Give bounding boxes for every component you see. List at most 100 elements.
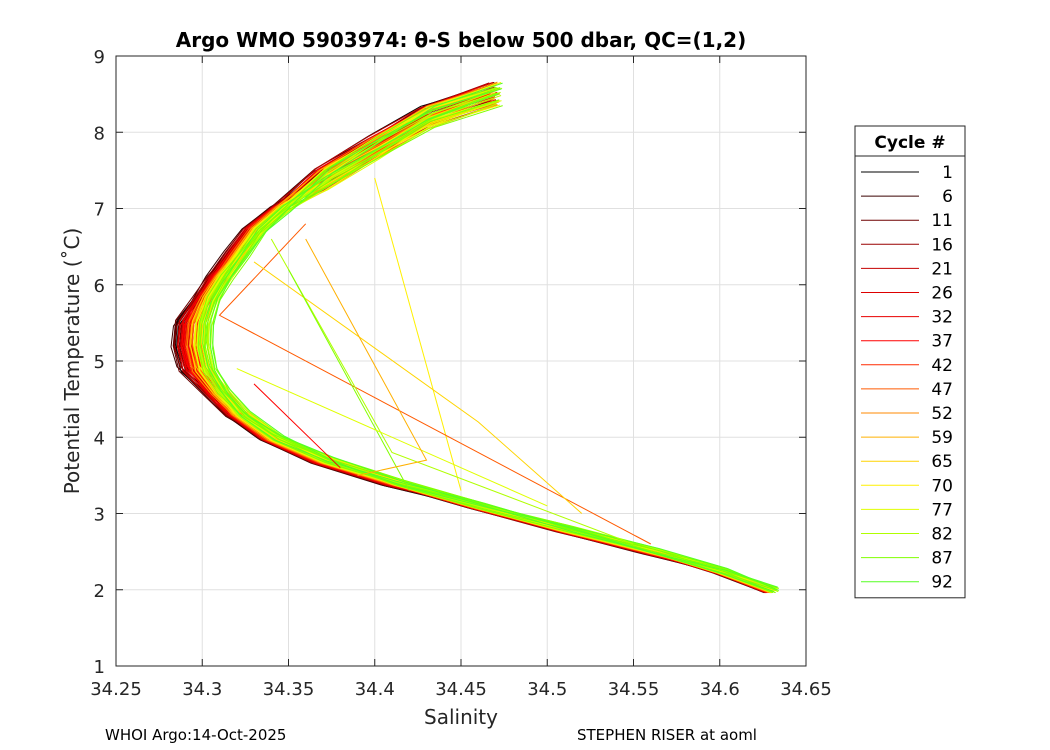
legend-label-70: 70 [931, 476, 953, 496]
profile-line-cycle-87 [212, 105, 780, 589]
profile-line-cycle-52 [189, 98, 771, 588]
profile-line-cycle-42 [186, 91, 770, 594]
profile-line-cycle-47 [191, 97, 772, 593]
x-tick-label: 34.3 [182, 679, 222, 700]
legend-label-6: 6 [942, 187, 953, 207]
legend-label-11: 11 [931, 211, 953, 231]
legend-label-32: 32 [931, 308, 953, 328]
legend-label-47: 47 [931, 380, 953, 400]
spike-line-cycle-59 [305, 238, 428, 476]
profile-line-cycle-1 [175, 90, 767, 592]
profile-lines [170, 81, 780, 594]
profile-line-cycle-21 [186, 86, 771, 592]
profile-line-cycle-26 [180, 102, 768, 588]
legend-label-26: 26 [931, 284, 953, 304]
profile-line-cycle-6 [173, 95, 766, 594]
profile-line-cycle-70 [203, 104, 777, 589]
legend-label-1: 1 [942, 163, 953, 183]
profile-line-cycle-77 [208, 100, 778, 590]
profile-line-cycle-1 [183, 88, 771, 591]
profile-line-cycle-16 [176, 103, 767, 588]
legend-label-52: 52 [931, 404, 953, 424]
profile-line-cycle-59 [189, 84, 770, 593]
y-tick-label: 4 [94, 428, 105, 449]
profile-line-cycle-21 [176, 87, 767, 588]
profile-line-cycle-42 [193, 92, 773, 593]
y-tick-label: 2 [94, 581, 105, 602]
profile-line-cycle-70 [201, 93, 775, 592]
spike-line-cycle-37 [253, 383, 341, 469]
legend-box [854, 125, 966, 599]
legend-label-92: 92 [931, 573, 953, 593]
y-tick-label: 3 [94, 505, 105, 526]
profile-line-cycle-32 [180, 89, 768, 588]
x-tick-label: 34.25 [90, 679, 142, 700]
profile-line-cycle-42 [185, 101, 769, 588]
profile-line-cycle-65 [199, 89, 775, 593]
profile-line-cycle-70 [206, 81, 778, 592]
profile-line-cycle-59 [196, 103, 774, 592]
profile-line-cycle-77 [196, 83, 773, 594]
x-axis-label: Salinity [424, 705, 498, 729]
profile-line-cycle-87 [204, 92, 776, 594]
profile-line-cycle-47 [193, 83, 773, 589]
profile-line-cycle-16 [187, 94, 772, 590]
x-tick-label: 34.5 [527, 679, 567, 700]
y-axis-label: Potential Temperature (˚C) [60, 228, 84, 495]
profile-line-cycle-6 [180, 103, 769, 590]
y-tick-label: 5 [94, 352, 105, 373]
y-tick-label: 8 [94, 123, 105, 144]
profile-line-cycle-32 [190, 99, 773, 592]
profile-line-cycle-16 [177, 101, 767, 593]
legend: Cycle #161116212632374247525965707782879… [854, 125, 966, 599]
profile-line-cycle-11 [179, 89, 768, 588]
profile-line-cycle-37 [183, 88, 769, 588]
spike-line-cycle-65 [253, 261, 583, 514]
profile-line-cycle-52 [200, 101, 776, 589]
profile-line-cycle-21 [190, 104, 773, 590]
profile-line-cycle-52 [196, 81, 774, 593]
x-tick-label: 34.45 [435, 679, 487, 700]
legend-label-65: 65 [931, 452, 953, 472]
x-tick-label: 34.4 [355, 679, 395, 700]
y-tick-label: 7 [94, 200, 105, 221]
spike-line-cycle-77 [236, 368, 548, 507]
profile-line-cycle-21 [184, 101, 770, 589]
legend-title: Cycle # [874, 133, 945, 153]
profile-line-cycle-82 [197, 103, 773, 593]
profile-line-cycle-87 [203, 99, 776, 590]
profile-line-cycle-32 [184, 81, 769, 593]
legend-label-37: 37 [931, 332, 953, 352]
profile-line-cycle-42 [195, 104, 774, 591]
x-tick-label: 34.35 [263, 679, 315, 700]
legend-label-42: 42 [931, 356, 953, 376]
legend-label-16: 16 [931, 235, 953, 255]
footer-right: STEPHEN RISER at aoml [577, 726, 757, 744]
profile-line-cycle-11 [181, 90, 770, 593]
profile-line-cycle-92 [212, 82, 779, 591]
grid [115, 55, 807, 667]
profile-line-cycle-65 [192, 92, 772, 594]
profile-line-cycle-1 [174, 85, 767, 588]
y-tick-label: 6 [94, 276, 105, 297]
legend-label-21: 21 [931, 259, 953, 279]
profile-line-cycle-47 [191, 103, 772, 588]
profile-line-cycle-82 [207, 95, 778, 591]
spike-line-cycle-87 [288, 269, 410, 491]
spike-line-cycle-47 [218, 223, 652, 545]
profile-line-cycle-87 [205, 87, 777, 591]
profile-line-cycle-52 [189, 100, 771, 594]
chart-title: Argo WMO 5903974: θ-S below 500 dbar, QC… [176, 28, 746, 52]
footer-left: WHOI Argo:14-Oct-2025 [105, 726, 286, 744]
legend-label-82: 82 [931, 525, 953, 545]
profile-line-cycle-32 [193, 91, 774, 590]
profile-line-cycle-92 [202, 93, 775, 592]
profile-line-cycle-47 [185, 91, 769, 594]
x-tick-label: 34.65 [780, 679, 832, 700]
profile-line-cycle-26 [177, 93, 767, 594]
profile-line-cycle-47 [199, 99, 776, 591]
profile-line-cycle-11 [186, 100, 772, 591]
profile-line-cycle-70 [203, 99, 776, 590]
profile-line-cycle-6 [173, 90, 766, 588]
